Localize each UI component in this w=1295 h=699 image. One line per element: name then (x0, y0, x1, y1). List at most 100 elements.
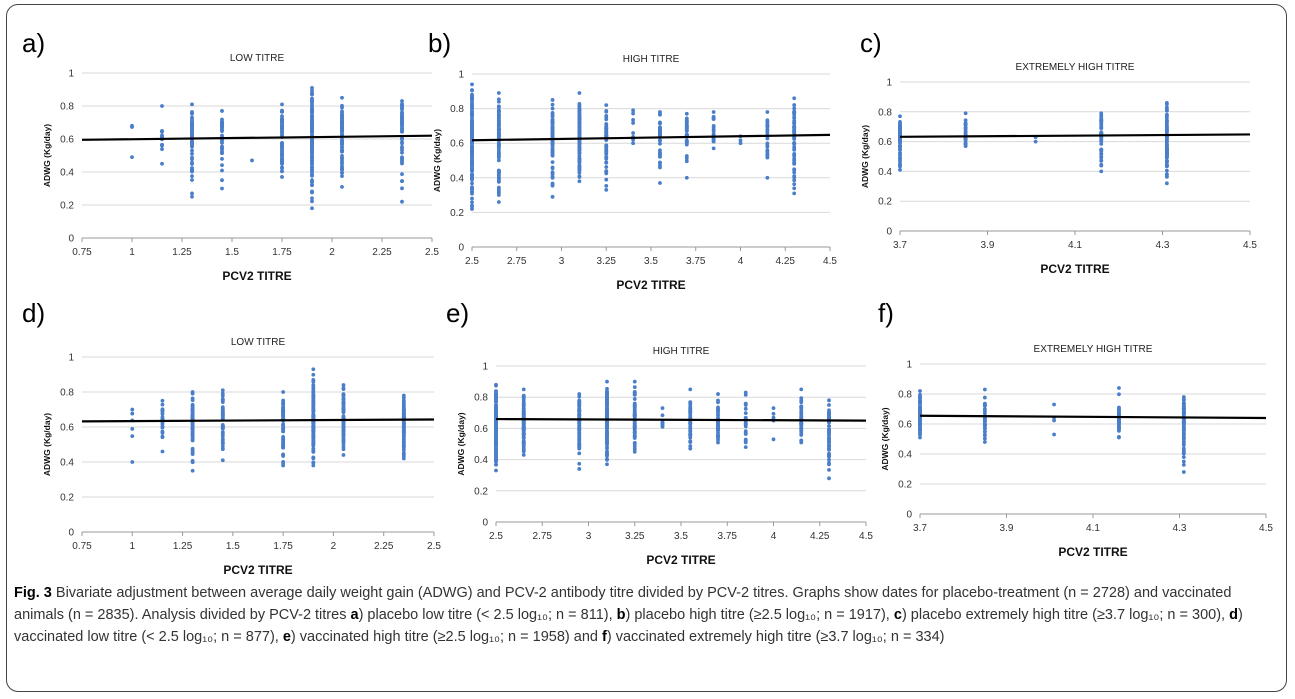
data-point (658, 165, 662, 170)
data-point (765, 118, 770, 123)
data-point (898, 144, 902, 149)
data-point (792, 96, 797, 101)
data-point (311, 441, 316, 446)
data-point (310, 199, 314, 204)
data-column (160, 398, 165, 454)
data-point (577, 403, 582, 408)
data-point (605, 400, 609, 405)
data-point (658, 141, 662, 146)
data-point (311, 432, 316, 437)
data-point (470, 130, 474, 135)
data-point (799, 420, 804, 425)
data-point (311, 367, 316, 372)
data-point (550, 166, 555, 171)
data-point (521, 441, 526, 446)
data-point (311, 380, 316, 384)
data-point (743, 440, 748, 444)
x-tick-label: 4.3 (1173, 523, 1187, 534)
data-point (340, 184, 344, 189)
data-point (160, 129, 164, 134)
trend-line (471, 133, 831, 142)
data-point (1052, 432, 1056, 437)
data-point (280, 146, 284, 151)
data-point (605, 457, 609, 462)
data-point (310, 99, 314, 104)
data-point (827, 398, 831, 403)
data-point (400, 186, 404, 191)
data-point (658, 181, 662, 185)
data-point (604, 129, 609, 134)
y-tick-label: 1 (906, 360, 912, 371)
data-point (401, 451, 406, 455)
data-point (496, 187, 501, 192)
data-point (401, 430, 406, 435)
trend-line (81, 418, 435, 423)
data-point (716, 435, 720, 440)
data-point (496, 200, 501, 204)
x-tick-label: 2.75 (533, 531, 553, 542)
data-point (311, 435, 316, 440)
y-axis-label: ADWG (Kg/day) (432, 129, 442, 192)
data-point (494, 454, 498, 459)
data-point (684, 126, 689, 131)
y-tick-label: 0.6 (898, 420, 912, 431)
data-point (799, 432, 804, 437)
data-column (918, 389, 922, 440)
data-point (220, 388, 225, 393)
data-point (220, 186, 224, 191)
data-point (494, 429, 498, 434)
data-point (688, 387, 693, 392)
data-point (310, 122, 314, 127)
data-point (898, 153, 902, 158)
data-point (982, 440, 987, 444)
data-column (280, 102, 284, 179)
data-point (281, 429, 286, 433)
data-point (401, 420, 406, 425)
data-point (658, 160, 662, 165)
data-point (341, 386, 346, 390)
data-point (1181, 401, 1186, 406)
data-point (160, 425, 165, 430)
data-point (496, 134, 501, 139)
data-point (310, 137, 314, 142)
chart-title: HIGH TITRE (623, 54, 680, 65)
data-point (577, 108, 582, 112)
chart-svg: f) EXTREMELY HIGH TITRE 0 0.2 0.4 0.6 0.8 1 3.7 3… (878, 298, 1273, 559)
y-tick-label: 0.8 (60, 102, 74, 113)
data-point (310, 107, 314, 112)
data-point (160, 412, 165, 416)
y-tick-label: 0.6 (450, 139, 464, 150)
data-point (577, 163, 582, 168)
data-point (160, 408, 165, 412)
data-point (281, 435, 286, 439)
data-point (1181, 462, 1186, 467)
data-point (220, 406, 225, 411)
data-point (604, 183, 609, 188)
data-point (792, 147, 797, 152)
data-point (281, 390, 286, 394)
data-point (190, 413, 195, 418)
trend-line (899, 133, 1251, 138)
data-point (711, 110, 716, 114)
data-point (470, 88, 474, 93)
data-point (577, 167, 582, 172)
data-point (1164, 118, 1169, 123)
data-point (1099, 152, 1104, 157)
data-point (494, 449, 498, 454)
data-point (577, 91, 582, 95)
data-point (550, 153, 555, 157)
data-point (688, 446, 693, 451)
data-column (963, 111, 968, 148)
data-point (470, 111, 474, 116)
data-point (496, 190, 501, 195)
data-point (470, 146, 474, 151)
data-column (898, 114, 902, 172)
data-point (577, 175, 582, 179)
data-point (577, 421, 582, 426)
y-tick-label: 0.2 (450, 208, 464, 219)
x-tick-label: 4.5 (859, 531, 873, 542)
y-tick-label: 0 (906, 510, 912, 521)
data-point (1099, 117, 1104, 121)
data-point (827, 476, 831, 481)
data-point (470, 151, 474, 156)
